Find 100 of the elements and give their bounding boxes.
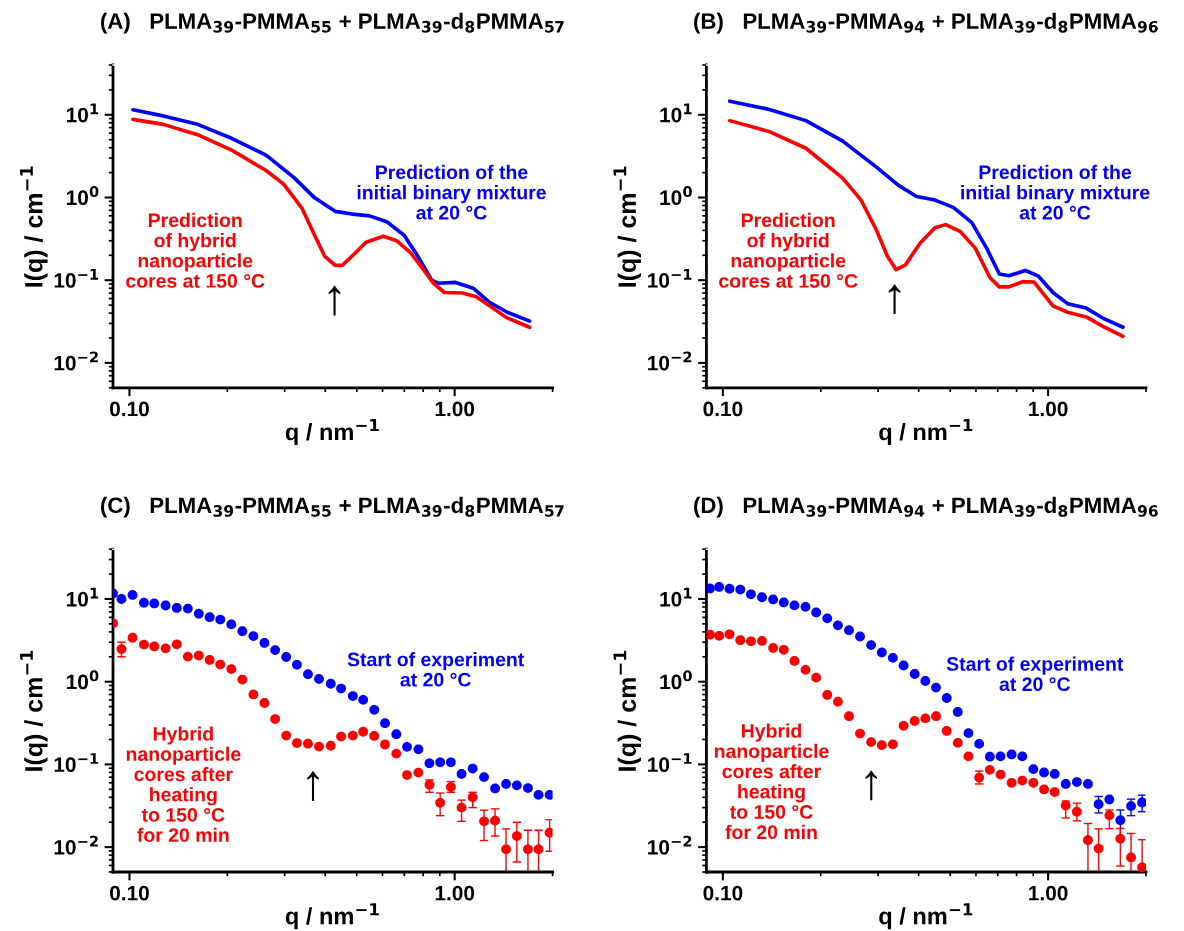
point [898,720,909,731]
series-label: Hybrid nanoparticle cores after heating to 150 °C for 20 min [126,726,241,842]
point [303,738,313,749]
point [544,789,553,800]
point [511,780,522,791]
y-tick-label: 10$^{0}$ [660,670,692,690]
point [887,739,898,750]
point [193,608,204,619]
point [974,738,985,749]
point [456,802,467,813]
point [292,659,302,670]
point [380,718,390,729]
point [963,728,974,739]
y-tick-label: 10$^{0}$ [660,186,692,206]
point [714,582,725,592]
x-tick-label: 0.10 [110,885,149,901]
series-label: Prediction of hybrid nanoparticle cores at 150 °C [126,212,265,288]
point [533,844,544,855]
point [511,831,522,841]
point [1104,794,1115,805]
point [215,614,226,625]
point [724,583,735,594]
point [1093,843,1104,854]
point [248,689,259,700]
point [1104,810,1115,821]
point [952,707,963,717]
point [116,594,127,604]
point [281,730,292,741]
point [347,691,358,701]
y-tick-label: 10$^{0}$ [66,670,99,690]
x-tick-label: 1.00 [435,885,475,901]
x-tick-label: 1.00 [1029,401,1068,417]
x-tick-label: 1.00 [1029,885,1068,901]
point [248,631,259,641]
series-label: Prediction of hybrid nanoparticle cores at 150 °C [719,212,858,288]
point [479,816,489,827]
point [811,672,822,683]
point [149,641,160,652]
x-tick-label: 0.10 [110,401,149,417]
point [369,704,380,715]
y-tick-label: 10$^{−2}$ [54,835,98,855]
point [1137,862,1146,872]
point [822,690,833,700]
point [237,674,248,685]
point [1071,777,1082,788]
point [984,751,995,762]
y-tick-label: 10$^{−2}$ [648,835,692,855]
point [855,631,865,642]
x-tick-label: 0.10 [703,885,743,901]
x-axis-title: q / nm$^{−1}$ [879,419,973,446]
annotation: ↑ [888,284,901,315]
point [456,769,467,779]
point [822,613,833,624]
point [139,639,149,650]
point [1137,797,1146,808]
y-tick-label: 10$^{0}$ [66,186,99,206]
point [811,607,822,618]
x-axis-title: q / nm$^{−1}$ [285,903,379,930]
point [909,669,920,679]
point [941,726,952,736]
point [314,741,324,752]
point [490,815,500,826]
point [714,630,725,641]
point [833,620,843,631]
point [833,696,843,707]
point [866,737,877,748]
point [380,739,390,750]
point [735,635,746,646]
y-axis-title: I(q) / cm$^{−1}$ [613,650,641,771]
point [424,758,435,769]
point [413,744,424,755]
y-tick-label: 10$^{−1}$ [54,753,99,773]
point [139,597,149,608]
series-label: Prediction of the initial binary mixture at 20 °C [357,164,546,220]
point [358,694,369,705]
point [402,741,412,752]
point [226,619,237,630]
point [501,779,511,789]
point [1126,801,1136,812]
y-tick-label: 10$^{1}$ [66,587,99,607]
point [533,789,544,800]
y-tick-label: 10$^{−1}$ [648,269,692,288]
series-label: Start of experiment at 20 °C [347,652,525,687]
series-label: Start of experiment at 20 °C [946,656,1124,692]
point [768,643,779,653]
point [952,737,963,748]
y-tick-label: 10$^{1}$ [660,587,692,607]
point [1017,775,1028,786]
point [116,644,127,654]
x-tick-label: 0.10 [703,401,743,417]
point [1049,787,1060,797]
point [237,626,248,637]
point [768,594,779,605]
x-tick-label: 1.00 [435,401,475,417]
point [844,625,854,636]
y-tick-label: 10$^{−1}$ [648,753,692,773]
point [314,674,324,684]
y-tick-label: 10$^{1}$ [660,103,692,123]
point [391,748,402,759]
point [789,600,800,611]
